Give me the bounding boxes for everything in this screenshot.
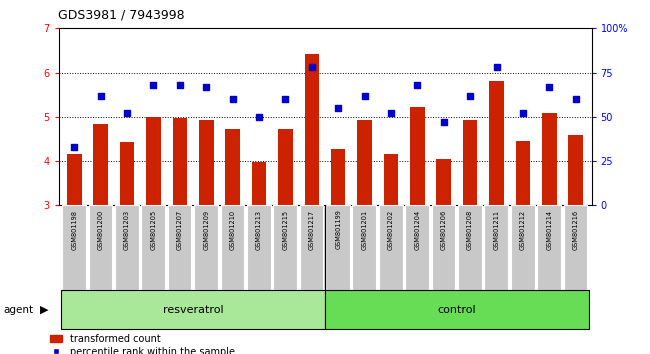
Bar	[352, 205, 376, 290]
Bar	[432, 205, 456, 290]
Point	[254, 114, 265, 120]
Point	[175, 82, 185, 88]
Bar	[410, 107, 424, 205]
Bar	[379, 205, 402, 290]
Text: GSM801215: GSM801215	[282, 210, 289, 250]
Point	[227, 96, 238, 102]
Bar	[247, 205, 270, 290]
Bar	[405, 205, 429, 290]
Bar	[146, 117, 161, 205]
Text: agent: agent	[3, 305, 33, 315]
Bar	[61, 290, 325, 329]
Text: GSM801216: GSM801216	[573, 210, 578, 250]
Bar	[305, 53, 319, 205]
Text: GSM801203: GSM801203	[124, 210, 130, 250]
Text: GSM801201: GSM801201	[361, 210, 368, 250]
Text: GSM801211: GSM801211	[493, 210, 499, 250]
Bar	[537, 205, 561, 290]
Bar	[331, 149, 345, 205]
Bar	[273, 205, 297, 290]
Bar	[358, 120, 372, 205]
Point	[148, 82, 159, 88]
Text: GSM801208: GSM801208	[467, 210, 473, 250]
Point	[465, 93, 475, 98]
Point	[333, 105, 343, 111]
Text: GSM801204: GSM801204	[414, 210, 421, 250]
Bar	[437, 159, 451, 205]
Text: GSM801202: GSM801202	[388, 210, 394, 250]
Text: GSM801210: GSM801210	[229, 210, 236, 250]
Bar	[511, 205, 534, 290]
Bar	[62, 205, 86, 290]
Point	[201, 84, 211, 90]
Text: resveratrol: resveratrol	[162, 305, 224, 315]
Text: GSM801207: GSM801207	[177, 210, 183, 250]
Point	[307, 64, 317, 70]
Bar	[141, 205, 165, 290]
Bar	[115, 205, 138, 290]
Text: GSM801213: GSM801213	[256, 210, 262, 250]
Point	[412, 82, 423, 88]
Text: GSM801212: GSM801212	[520, 210, 526, 250]
Text: GSM801206: GSM801206	[441, 210, 447, 250]
Bar	[199, 120, 213, 205]
Bar	[326, 205, 350, 290]
Bar	[67, 154, 82, 205]
Point	[571, 96, 581, 102]
Text: GSM801198: GSM801198	[72, 210, 77, 250]
Point	[359, 93, 370, 98]
Bar	[484, 205, 508, 290]
Bar	[458, 205, 482, 290]
Point	[544, 84, 554, 90]
Text: GSM801214: GSM801214	[546, 210, 552, 250]
Bar	[220, 205, 244, 290]
Point	[517, 110, 528, 116]
Bar	[489, 81, 504, 205]
Text: GSM801209: GSM801209	[203, 210, 209, 250]
Legend: transformed count, percentile rank within the sample: transformed count, percentile rank withi…	[50, 334, 235, 354]
Bar	[120, 142, 135, 205]
Bar	[278, 129, 292, 205]
Bar	[542, 113, 556, 205]
Text: GSM801217: GSM801217	[309, 210, 315, 250]
Bar	[463, 120, 477, 205]
Point	[491, 64, 502, 70]
Bar	[168, 205, 192, 290]
Text: ▶: ▶	[40, 305, 49, 315]
Point	[96, 93, 106, 98]
Text: GSM801199: GSM801199	[335, 210, 341, 250]
Bar	[564, 205, 588, 290]
Bar	[252, 162, 266, 205]
Point	[122, 110, 133, 116]
Bar	[88, 205, 112, 290]
Text: GSM801205: GSM801205	[151, 210, 157, 250]
Bar	[515, 141, 530, 205]
Bar	[325, 290, 589, 329]
Bar	[384, 154, 398, 205]
Text: GDS3981 / 7943998: GDS3981 / 7943998	[58, 9, 185, 22]
Bar	[226, 129, 240, 205]
Point	[69, 144, 79, 150]
Bar	[94, 124, 108, 205]
Bar	[194, 205, 218, 290]
Text: GSM801200: GSM801200	[98, 210, 104, 250]
Bar	[568, 135, 583, 205]
Bar	[300, 205, 324, 290]
Point	[385, 110, 396, 116]
Bar	[173, 118, 187, 205]
Point	[280, 96, 291, 102]
Text: control: control	[437, 305, 476, 315]
Point	[439, 119, 449, 125]
